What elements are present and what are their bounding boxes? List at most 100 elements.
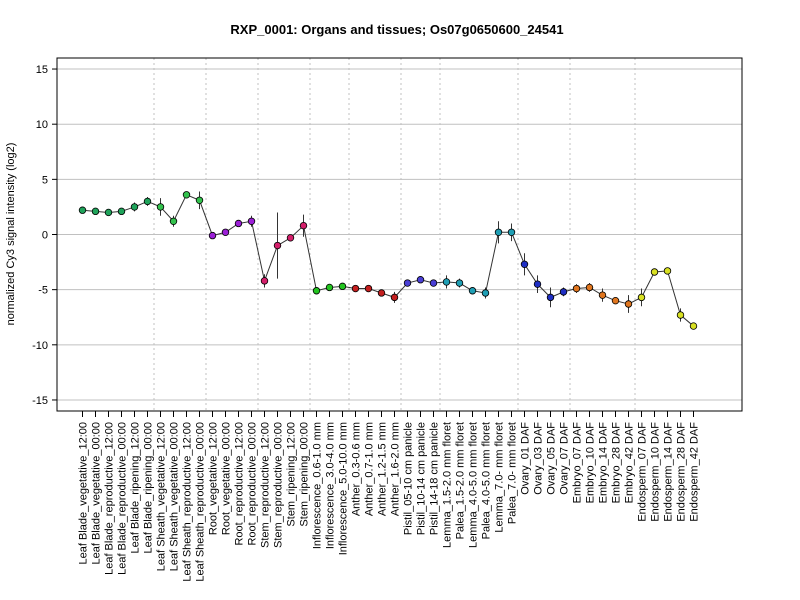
data-point: [156, 203, 165, 211]
data-point: [598, 291, 607, 299]
x-tick-label: Ovary_01 DAF: [520, 422, 532, 495]
x-tick-label: Stem_ripening_00:00: [299, 422, 311, 527]
x-tick-label: Endosperm_28 DAF: [676, 422, 688, 522]
x-tick-label: Leaf Blade_reproductive_12:00: [104, 422, 116, 575]
data-point: [117, 207, 126, 216]
series-line: [82, 194, 694, 327]
x-tick-label: Palea_4.0-5.0 mm floret: [481, 422, 493, 539]
x-tick-label: Anther_1.6-2.0 mm: [390, 422, 402, 516]
data-point: [143, 197, 152, 206]
x-tick-label: Inflorescence_5.0-10.0 mm: [338, 422, 350, 555]
data-point: [585, 283, 594, 292]
y-tick-label: 5: [42, 174, 48, 186]
data-point: [624, 300, 633, 308]
x-axis: Leaf Blade_vegetative_12:00 Leaf Blade_ve…: [78, 411, 701, 582]
x-tick-label: Root_reproductive_00:00: [247, 422, 259, 546]
x-tick-label: Endosperm_07 DAF: [637, 422, 649, 522]
x-tick-label: Embryo_07 DAF: [572, 422, 584, 504]
data-point: [364, 284, 373, 293]
data-point: [455, 279, 464, 287]
x-tick-label: Stem_ripening_12:00: [286, 422, 298, 527]
data-point: [338, 282, 347, 291]
data-point: [611, 296, 620, 305]
data-point: [403, 279, 412, 287]
data-point: [312, 287, 321, 295]
data-point: [325, 283, 334, 292]
data-point: [286, 234, 295, 242]
data-point: [104, 208, 113, 217]
data-point: [390, 293, 399, 302]
x-tick-label: Anther_0.7-1.0 mm: [364, 422, 376, 516]
x-tick-label: Ovary_03 DAF: [533, 422, 545, 495]
x-tick-label: Lemma_4.0-5.0 mm floret: [468, 422, 480, 548]
x-tick-label: Leaf Sheath_vegetative_12:00: [156, 422, 168, 571]
y-axis: -15 -10 -5 0 5 10 15: [32, 64, 57, 407]
data-point: [169, 217, 178, 225]
x-tick-label: Stem_reproductive_12:00: [260, 422, 272, 548]
data-point: [689, 322, 698, 330]
x-tick-label: Leaf Blade_ripening_12:00: [130, 422, 142, 554]
x-tick-label: Ovary_05 DAF: [546, 422, 558, 495]
x-tick-label: Leaf Blade_reproductive_00:00: [117, 422, 129, 575]
data-point: [208, 231, 217, 240]
x-tick-label: Pistil_14-18 cm panicle: [429, 422, 441, 535]
data-points: [78, 191, 698, 330]
data-point: [299, 221, 308, 230]
x-tick-label: Leaf Sheath_reproductive_12:00: [182, 422, 194, 582]
data-point: [650, 268, 659, 276]
data-point: [481, 289, 490, 297]
x-tick-label: Root_reproductive_12:00: [234, 422, 246, 546]
data-point: [195, 196, 204, 205]
x-tick-label: Anther_1.2-1.5 mm: [377, 422, 389, 516]
x-tick-label: Endosperm_42 DAF: [689, 422, 701, 522]
data-point: [273, 241, 282, 250]
y-tick-label: -15: [32, 395, 48, 407]
horizontal-grid: [57, 68, 742, 401]
data-point: [416, 276, 425, 284]
data-point: [546, 293, 555, 302]
x-tick-label: Stem_reproductive_00:00: [273, 422, 285, 548]
x-tick-label: Embryo_28 DAF: [611, 422, 623, 504]
data-point: [182, 191, 191, 199]
y-tick-label: -5: [38, 285, 48, 297]
data-point: [78, 206, 87, 214]
error-bars: [82, 191, 694, 330]
x-tick-label: Ovary_07 DAF: [559, 422, 571, 495]
data-point: [130, 203, 139, 211]
x-tick-label: Inflorescence_0.6-1.0 mm: [312, 422, 324, 549]
x-tick-label: Embryo_42 DAF: [624, 422, 636, 504]
data-point: [91, 207, 100, 216]
x-tick-label: Leaf Blade_ripening_00:00: [143, 422, 155, 554]
data-point: [468, 287, 477, 295]
x-tick-label: Lemma_1.5-2.0 mm floret: [442, 422, 454, 548]
data-point: [533, 280, 542, 288]
x-tick-label: Pistil_10-14 cm panicle: [416, 422, 428, 535]
x-tick-label: Root_vegetative_00:00: [221, 422, 233, 535]
chart-title: RXP_0001: Organs and tissues; Os07g06506…: [230, 22, 563, 37]
data-point: [351, 284, 360, 293]
x-tick-label: Endosperm_14 DAF: [663, 422, 675, 522]
data-point: [234, 219, 243, 228]
data-point: [676, 311, 685, 319]
data-point: [520, 260, 529, 268]
y-tick-label: 10: [36, 119, 48, 131]
y-tick-label: -10: [32, 340, 48, 352]
y-axis-label: normalized Cy3 signal intensity (log2): [5, 143, 17, 326]
x-tick-label: Leaf Sheath_reproductive_00:00: [195, 422, 207, 582]
data-point: [572, 284, 581, 293]
data-point: [247, 217, 256, 225]
data-point: [507, 228, 516, 236]
x-tick-label: Root_vegetative_12:00: [208, 422, 220, 535]
x-tick-label: Endosperm_10 DAF: [650, 422, 662, 522]
data-point: [637, 293, 646, 302]
x-tick-label: Embryo_10 DAF: [585, 422, 597, 504]
data-point: [559, 288, 568, 296]
x-tick-label: Lemma_7.0- mm floret: [494, 422, 506, 533]
data-point: [377, 289, 386, 297]
data-point: [663, 267, 672, 275]
x-tick-label: Inflorescence_3.0-4.0 mm: [325, 422, 337, 549]
data-point: [494, 228, 503, 236]
x-tick-label: Palea_1.5-2.0 mm floret: [455, 422, 467, 539]
data-point: [260, 277, 269, 285]
